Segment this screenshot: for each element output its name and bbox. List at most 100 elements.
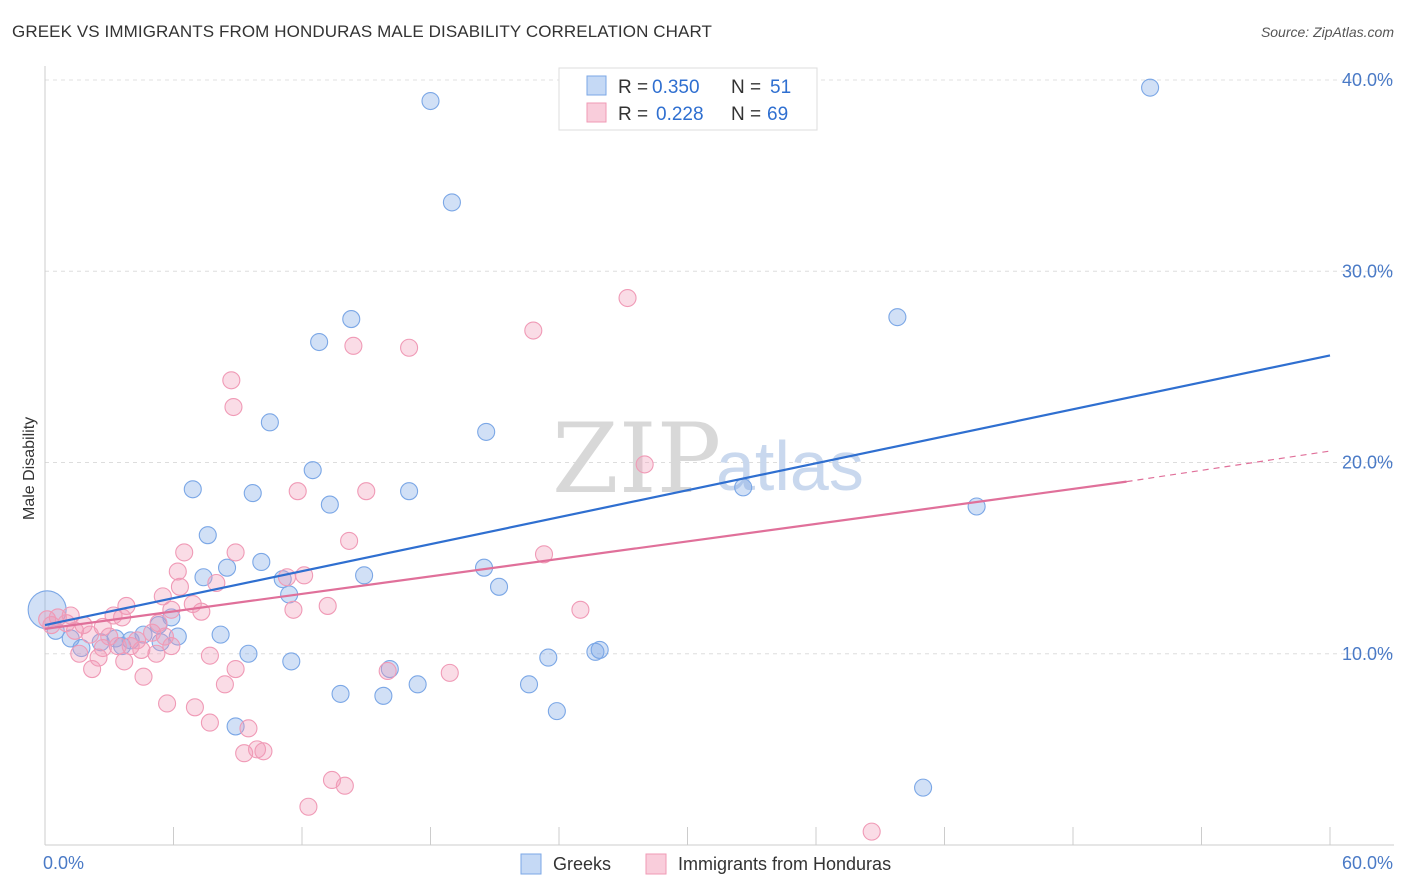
greeks-point-5 [106, 629, 125, 648]
honduras-point-14 [108, 637, 127, 656]
greeks-point-42 [539, 648, 558, 667]
honduras-trend-line [44, 480, 1127, 630]
greeks-point-47 [888, 308, 907, 327]
greeks-point-27 [310, 332, 329, 352]
tick-labels: 10.0% 20.0% 30.0% 40.0% 0.0% 60.0% [43, 70, 1393, 873]
grid-lines [45, 79, 1394, 655]
greeks-point-30 [342, 310, 361, 329]
honduras-point-21 [134, 667, 153, 686]
greeks-point-36 [421, 91, 440, 111]
greeks-point-17 [217, 558, 237, 577]
honduras-point-53 [318, 596, 337, 615]
honduras-point-68 [93, 617, 112, 637]
honduras-point-19 [128, 631, 147, 650]
honduras-point-32 [175, 543, 194, 562]
honduras-point-10 [89, 648, 108, 667]
legend-r-label-greeks: R = [618, 77, 648, 98]
greeks-point-22 [260, 413, 279, 432]
bottom-legend: Greeks Immigrants from Honduras [520, 853, 891, 875]
honduras-point-28 [162, 637, 181, 656]
y-tick-label-40: 40.0% [1342, 70, 1393, 90]
greeks-point-16 [211, 625, 230, 644]
honduras-point-55 [335, 776, 354, 795]
honduras-point-60 [400, 338, 419, 357]
honduras-point-67 [862, 822, 881, 841]
greeks-point-12 [168, 627, 187, 646]
watermark-atlas: atlas [716, 427, 864, 505]
x-tick-label-max: 60.0% [1342, 853, 1393, 873]
honduras-point-26 [155, 627, 174, 646]
greeks-point-45 [590, 640, 609, 659]
honduras-point-31 [170, 577, 189, 596]
greeks-point-43 [547, 702, 566, 721]
greeks-point-20 [243, 484, 262, 503]
legend-n-value-greeks: 51 [770, 77, 791, 98]
greeks-point-28 [320, 495, 339, 514]
honduras-point-65 [618, 288, 637, 308]
greeks-point-25 [282, 652, 301, 671]
honduras-point-11 [93, 638, 112, 658]
honduras-point-63 [534, 545, 554, 564]
legend-swatch-honduras [586, 102, 607, 123]
honduras-point-30 [168, 562, 187, 581]
greeks-point-26 [303, 461, 322, 480]
greeks-point-34 [400, 482, 419, 501]
greeks-point-37 [442, 193, 461, 212]
greeks-point-49 [914, 778, 933, 797]
honduras-point-20 [132, 640, 151, 659]
legend-n-value-honduras: 69 [767, 104, 788, 125]
greeks-point-39 [477, 422, 496, 441]
greeks-point-50 [1141, 78, 1160, 97]
greeks-point-31 [355, 566, 374, 585]
honduras-trend-extension [1126, 450, 1331, 483]
source-label: Source: ZipAtlas.com [1260, 24, 1394, 40]
honduras-point-27 [158, 694, 177, 713]
legend-r-value-honduras: 0.228 [656, 104, 704, 125]
y-tick-label-20: 20.0% [1342, 453, 1393, 473]
honduras-point-36 [200, 713, 219, 732]
honduras-point-49 [284, 600, 303, 619]
honduras-point-16 [115, 652, 134, 671]
legend-r-label-honduras: R = [618, 104, 648, 125]
honduras-point-6 [70, 644, 89, 663]
legend-swatch-greeks [586, 75, 607, 96]
honduras-point-62 [524, 321, 543, 340]
trend-lines [44, 354, 1331, 630]
honduras-point-57 [344, 336, 363, 355]
honduras-point-45 [239, 719, 258, 738]
honduras-point-46 [247, 740, 267, 759]
greeks-point-21 [252, 552, 271, 572]
bottom-legend-swatch-greeks [520, 853, 542, 875]
greeks-trend-line [44, 354, 1331, 627]
bottom-legend-swatch-honduras [645, 853, 667, 875]
legend-n-label-greeks: N = [731, 77, 761, 98]
honduras-point-48 [277, 568, 297, 587]
bottom-legend-label-greeks: Greeks [553, 854, 611, 874]
honduras-point-43 [226, 543, 245, 562]
watermark: ZIP atlas [552, 403, 864, 515]
y-axis-label: Male Disability [21, 417, 38, 520]
honduras-point-40 [222, 371, 241, 390]
greeks-point-29 [331, 684, 350, 703]
legend-box: R = 0.350 N = 51 R = 0.228 N = 69 [558, 67, 818, 131]
axes [44, 66, 1394, 846]
chart-title: GREEK VS IMMIGRANTS FROM HONDURAS MALE D… [12, 22, 713, 41]
honduras-point-37 [200, 646, 219, 665]
honduras-point-23 [147, 644, 166, 663]
greeks-point-32 [374, 686, 393, 705]
bottom-legend-label-honduras: Immigrants from Honduras [678, 854, 891, 874]
honduras-point-50 [288, 482, 307, 501]
x-tick-label-min: 0.0% [43, 853, 84, 873]
greeks-point-41 [519, 675, 539, 694]
honduras-point-41 [224, 397, 243, 417]
honduras-point-34 [185, 698, 204, 717]
greeks-point-35 [408, 675, 427, 694]
watermark-zip: ZIP [552, 403, 721, 515]
y-tick-label-10: 10.0% [1342, 644, 1393, 664]
honduras-point-39 [215, 675, 234, 694]
honduras-point-42 [226, 659, 245, 679]
honduras-point-52 [299, 797, 318, 816]
honduras-point-64 [571, 600, 590, 619]
greeks-point-19 [239, 644, 258, 663]
greeks-point-13 [183, 480, 202, 499]
